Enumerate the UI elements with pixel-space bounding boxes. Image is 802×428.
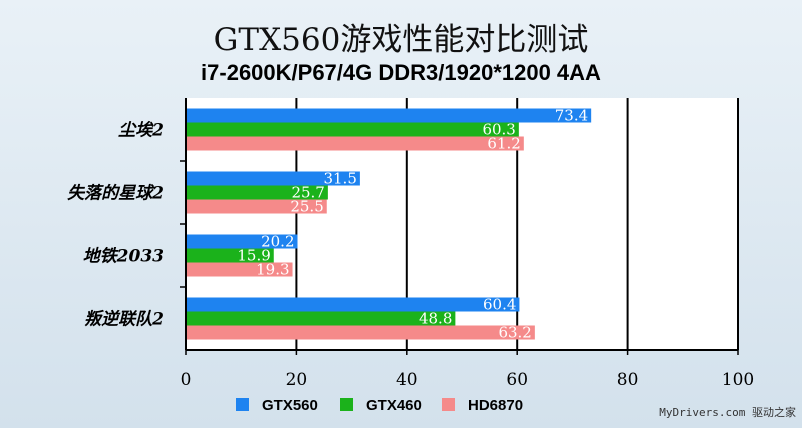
bar [186, 325, 535, 340]
x-tick-label: 60 [506, 370, 528, 390]
bar [186, 248, 274, 263]
data-label: 60.3 [482, 121, 515, 139]
bar [186, 297, 520, 312]
legend-swatch [442, 398, 455, 411]
x-tick-label: 0 [181, 370, 192, 390]
category-label: 失落的星球2 [67, 184, 164, 204]
bar [186, 108, 592, 123]
data-label: 61.2 [487, 135, 520, 153]
x-tick-label: 20 [286, 370, 308, 390]
legend-swatch [236, 398, 249, 411]
category-label: 地铁2033 [83, 247, 164, 267]
x-tick-label: 40 [396, 370, 418, 390]
data-label: 60.4 [483, 296, 516, 314]
bar [186, 262, 293, 277]
bar [186, 311, 456, 326]
bar [186, 199, 327, 214]
data-label: 15.9 [237, 247, 270, 265]
category-label: 尘埃2 [118, 121, 164, 141]
x-tick-label: 80 [617, 370, 639, 390]
watermark: MyDrivers.com 驱动之家 [659, 406, 796, 419]
data-label: 25.5 [290, 198, 323, 216]
legend-label: HD6870 [468, 397, 523, 414]
data-label: 73.4 [555, 107, 588, 125]
chart-title: GTX560游戏性能对比测试 [213, 22, 589, 58]
bar [186, 136, 524, 151]
legend-label: GTX460 [366, 397, 422, 414]
data-label: 63.2 [498, 324, 531, 342]
bar [186, 171, 360, 186]
legend-swatch [340, 398, 353, 411]
chart-subtitle: i7-2600K/P67/4G DDR3/1920*1200 4AA [201, 60, 601, 85]
bar [186, 185, 328, 200]
bar [186, 234, 298, 249]
data-label: 19.3 [256, 261, 289, 279]
category-label: 叛逆联队2 [84, 310, 164, 330]
bar [186, 122, 519, 137]
data-label: 31.5 [323, 170, 356, 188]
legend-label: GTX560 [262, 397, 318, 414]
data-label: 25.7 [291, 184, 324, 202]
x-tick-label: 100 [722, 370, 754, 390]
data-label: 48.8 [419, 310, 452, 328]
data-label: 20.2 [261, 233, 294, 251]
